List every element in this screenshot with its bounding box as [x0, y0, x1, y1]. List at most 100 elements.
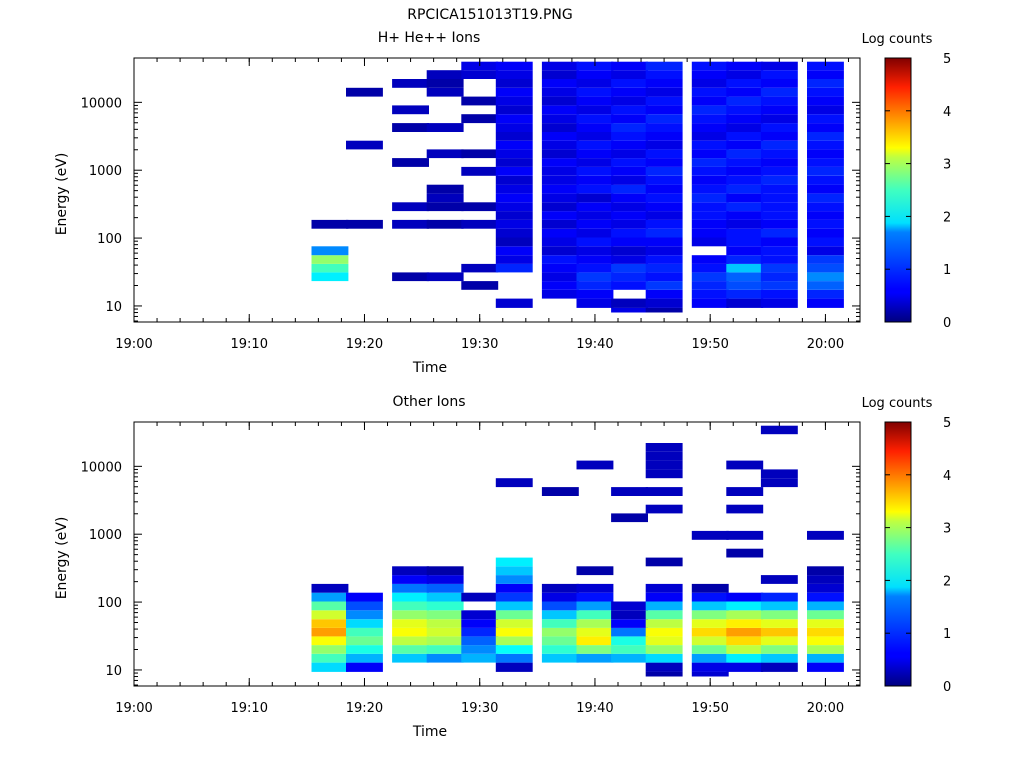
heatmap-cell	[726, 460, 764, 470]
heatmap-cell	[392, 636, 429, 646]
heatmap-cell	[691, 671, 729, 677]
heatmap-cell	[760, 298, 798, 308]
heatmap-cell	[541, 114, 579, 124]
heatmap-cell	[426, 566, 464, 576]
colorbar-label: Log counts	[862, 396, 933, 411]
heatmap-cell	[346, 592, 383, 602]
heatmap-cell	[576, 246, 614, 256]
heatmap-cell	[611, 246, 648, 256]
heatmap-cell	[760, 105, 798, 115]
heatmap-cell	[691, 79, 729, 88]
heatmap-cell	[576, 193, 614, 203]
heatmap-cell	[645, 443, 683, 452]
heatmap-cell	[495, 601, 533, 611]
heatmap-cell	[576, 219, 614, 229]
heatmap-cell	[645, 70, 683, 79]
heatmap-cell	[576, 202, 614, 212]
heatmap-cell	[426, 123, 464, 132]
heatmap-cell	[691, 645, 729, 654]
heatmap-cell	[392, 592, 429, 602]
heatmap-cell	[495, 557, 533, 567]
heatmap-cell	[807, 123, 844, 132]
heatmap-cell	[576, 619, 614, 628]
heatmap-cell	[576, 132, 614, 141]
heatmap-cell	[726, 601, 764, 611]
heatmap-cell	[807, 592, 844, 602]
heatmap-cell	[426, 636, 464, 646]
panel-2: Other Ions 19:00 19:10 19:20 19:30 19:40 19:50…	[54, 394, 951, 740]
heatmap-cell	[541, 79, 579, 88]
heatmap-cell	[726, 263, 764, 273]
heatmap-cell	[726, 175, 764, 185]
heatmap-cell	[760, 202, 798, 212]
heatmap-cell	[726, 610, 764, 620]
heatmap-cell	[426, 583, 464, 593]
heatmap-cell	[426, 70, 464, 79]
colorbar-tick-label: 2	[943, 574, 951, 589]
y-tick-label: 10	[105, 300, 122, 315]
heatmap-cell	[807, 237, 844, 247]
heatmap-cell	[807, 575, 844, 584]
heatmap-cell	[311, 246, 349, 256]
heatmap-cell	[645, 557, 683, 567]
heatmap-cell	[495, 193, 533, 203]
heatmap-cell	[611, 61, 648, 71]
heatmap-cell	[346, 219, 383, 229]
heatmap-cell	[495, 61, 533, 71]
heatmap-cell	[426, 202, 464, 212]
heatmap-cell	[760, 193, 798, 203]
heatmap-cell	[541, 281, 579, 290]
heatmap-cell	[645, 219, 683, 229]
heatmap-cell	[495, 636, 533, 646]
heatmap-cell	[611, 636, 648, 646]
heatmap-cell	[691, 592, 729, 602]
x-tick-label: 19:10	[231, 701, 268, 716]
heatmap-cell	[807, 281, 844, 290]
heatmap-cell	[726, 211, 764, 220]
x-tick-label: 19:10	[231, 337, 268, 352]
heatmap-cell	[426, 149, 464, 159]
heatmap-cell	[346, 601, 383, 611]
figure-title: RPCICA151013T19.PNG	[407, 7, 572, 23]
heatmap-cell	[691, 289, 729, 299]
heatmap-cell	[645, 610, 683, 620]
heatmap-cell	[576, 601, 614, 611]
heatmap-cell	[541, 132, 579, 141]
heatmap-cell	[346, 87, 383, 97]
heatmap-cell	[611, 184, 648, 194]
heatmap-cell	[645, 469, 683, 479]
heatmap-cell	[541, 184, 579, 194]
heatmap-cell	[426, 219, 464, 229]
heatmap-cell	[495, 219, 533, 229]
heatmap-cell	[645, 272, 683, 282]
heatmap-cell	[760, 610, 798, 620]
heatmap-cell	[807, 653, 844, 663]
heatmap-cell	[576, 583, 614, 593]
heatmap-cell	[576, 566, 614, 576]
heatmap-cell	[576, 289, 614, 299]
heatmap-cell	[495, 246, 533, 256]
heatmap-cell	[576, 298, 614, 308]
heatmap-cell	[461, 202, 499, 212]
heatmap-cell	[611, 601, 648, 611]
heatmap-cell	[760, 289, 798, 299]
heatmap-cell	[495, 583, 533, 593]
heatmap-cell	[645, 627, 683, 637]
heatmap-cell	[576, 255, 614, 264]
colorbar: Log counts 0 1 2 3 4 5	[862, 396, 952, 695]
heatmap-cell	[645, 166, 683, 176]
colorbar-tick-label: 5	[943, 52, 951, 67]
heatmap-cell	[461, 645, 499, 654]
heatmap-cell	[807, 601, 844, 611]
heatmap-cell	[807, 175, 844, 185]
heatmap-cell	[691, 184, 729, 194]
heatmap-cell	[495, 298, 533, 308]
heatmap-cell	[495, 132, 533, 141]
heatmap-cell	[576, 636, 614, 646]
x-axis-label: Time	[412, 724, 447, 740]
heatmap-cell	[541, 158, 579, 167]
heatmap-cell	[645, 636, 683, 646]
heatmap-cell	[807, 636, 844, 646]
heatmap-cell	[726, 202, 764, 212]
heatmap-cell	[541, 592, 579, 602]
